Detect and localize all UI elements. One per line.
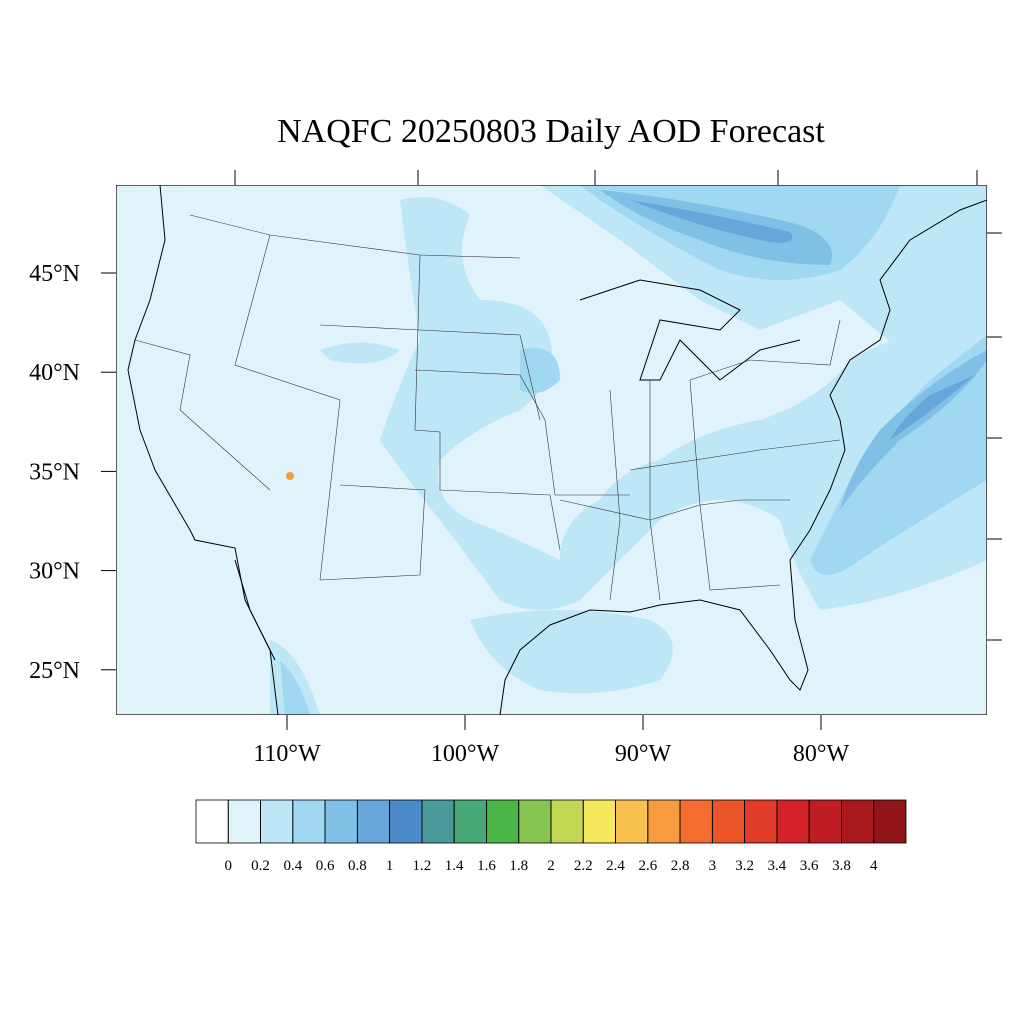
axes: 45°N 40°N 35°N 30°N 25°N 110°W 100°W 90°W 80°W [29, 170, 1002, 767]
colorbar-box [550, 799, 584, 844]
lon-label: 80°W [793, 741, 850, 767]
coastline [127, 185, 987, 715]
lon-label: 90°W [615, 741, 672, 767]
colorbar-box [711, 799, 746, 844]
map [116, 185, 987, 715]
colorbar-label: 2.2 [574, 858, 593, 874]
colorbar-box [260, 799, 294, 844]
colorbar-label: 1.8 [509, 858, 528, 874]
colorbar-label: 3.4 [768, 858, 787, 874]
colorbar-label: 3.2 [735, 858, 754, 874]
colorbar-box [292, 799, 326, 844]
colorbar-label: 4 [870, 858, 878, 874]
colorbar-label: 0.6 [316, 858, 335, 874]
colorbar-box [453, 799, 487, 844]
colorbar-box [389, 799, 423, 844]
colorbar-label: 2.6 [638, 858, 657, 874]
colorbar-label: 1.4 [445, 858, 464, 874]
lon-label: 100°W [431, 741, 500, 767]
colorbar-box [582, 799, 616, 844]
lon-label: 110°W [253, 741, 321, 767]
colorbar-box [841, 799, 875, 844]
lat-label: 40°N [29, 360, 80, 386]
lat-label: 45°N [29, 261, 80, 287]
aod-field-peak [630, 200, 975, 440]
colorbar: 0 0.2 0.4 0.6 0.8 1 1.2 1.4 1.6 1.8 2 2.2 2.4 2.6 2.8 3… [195, 799, 907, 874]
colorbar-box [873, 799, 907, 844]
colorbar-label: 3.8 [832, 858, 851, 874]
colorbar-box [776, 799, 810, 844]
colorbar-label: 1.6 [477, 858, 496, 874]
colorbar-box [486, 799, 520, 844]
colorbar-box [615, 799, 649, 844]
colorbar-label: 1.2 [413, 858, 432, 874]
colorbar-label: 2 [547, 858, 555, 874]
colorbar-label: 2.8 [671, 858, 690, 874]
colorbar-box [647, 799, 681, 844]
colorbar-label: 3 [709, 858, 717, 874]
state-borders [134, 214, 841, 601]
fire-hotspot [286, 472, 294, 480]
colorbar-box [518, 799, 552, 844]
colorbar-label: 2.4 [606, 858, 625, 874]
lat-label: 25°N [29, 658, 80, 684]
title: NAQFC 20250803 Daily AOD Forecast [277, 113, 825, 150]
colorbar-label: 0.4 [283, 858, 302, 874]
colorbar-label: 3.6 [800, 858, 819, 874]
lat-label: 30°N [29, 559, 80, 585]
colorbar-box [744, 799, 778, 844]
colorbar-label: 0 [225, 858, 233, 874]
colorbar-box [227, 799, 261, 844]
colorbar-label: 1 [386, 858, 394, 874]
colorbar-label: 0.8 [348, 858, 367, 874]
colorbar-box [679, 799, 713, 844]
colorbar-box [324, 799, 358, 844]
colorbar-box [195, 799, 229, 844]
lat-label: 35°N [29, 459, 80, 485]
colorbar-label: 0.2 [251, 858, 270, 874]
colorbar-box [356, 799, 391, 844]
colorbar-box [808, 799, 842, 844]
colorbar-box [421, 799, 455, 844]
